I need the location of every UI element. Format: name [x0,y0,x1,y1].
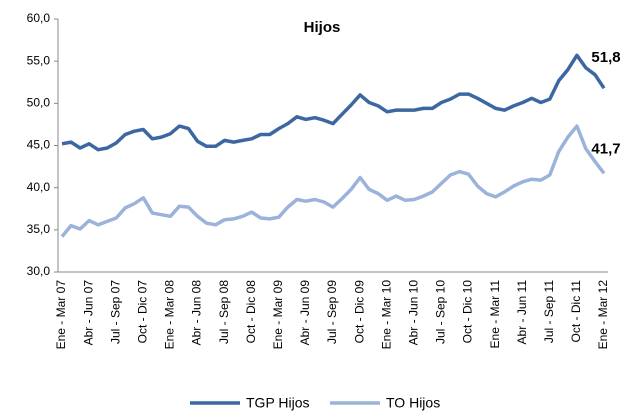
x-tick-label: Ene - Mar 12 [596,280,610,350]
y-tick-label: 40,0 [27,180,51,194]
y-tick-label: 55,0 [27,53,51,67]
x-tick-label: Oct - Dic 07 [135,280,149,344]
x-tick-label: Oct - Dic 09 [352,280,366,344]
x-tick-label: Jul - Sep 07 [108,280,122,344]
x-tick-label: Ene - Mar 11 [488,280,502,349]
x-tick-label: Jul - Sep 08 [217,280,231,344]
data-label: 41,7 [591,140,620,157]
x-tick-label: Oct - Dic 08 [244,280,258,344]
y-tick-label: 60,0 [27,11,51,25]
line [60,124,606,238]
x-tick-label: Ene - Mar 10 [379,280,393,350]
x-tick-label: Jul - Sep 10 [434,280,448,344]
legend-label: TO Hijos [386,395,440,411]
x-tick-label: Oct - Dic 10 [461,280,475,344]
data-label: 51,8 [591,49,620,66]
x-tick-label: Abr - Jun 10 [406,280,420,346]
x-tick-label: Ene - Mar 09 [271,280,285,350]
x-tick-label: Ene - Mar 08 [163,280,177,350]
y-tick-label: 35,0 [27,222,51,236]
x-tick-label: Abr - Jun 08 [190,280,204,346]
x-tick-label: Abr - Jun 11 [515,280,529,345]
x-tick-label: Abr - Jun 07 [81,280,95,346]
legend-label: TGP Hijos [246,395,310,411]
chart-title: Hijos [304,19,341,36]
x-tick-label: Abr - Jun 09 [298,280,312,346]
x-tick-label: Oct - Dic 11 [569,280,583,343]
x-tick-label: Ene - Mar 07 [54,280,68,350]
y-tick-label: 45,0 [27,138,51,152]
y-tick-label: 50,0 [27,96,51,110]
line [61,53,606,152]
y-tick-label: 30,0 [27,264,51,278]
x-tick-label: Jul - Sep 11 [542,280,556,343]
x-tick-label: Jul - Sep 09 [325,280,339,344]
